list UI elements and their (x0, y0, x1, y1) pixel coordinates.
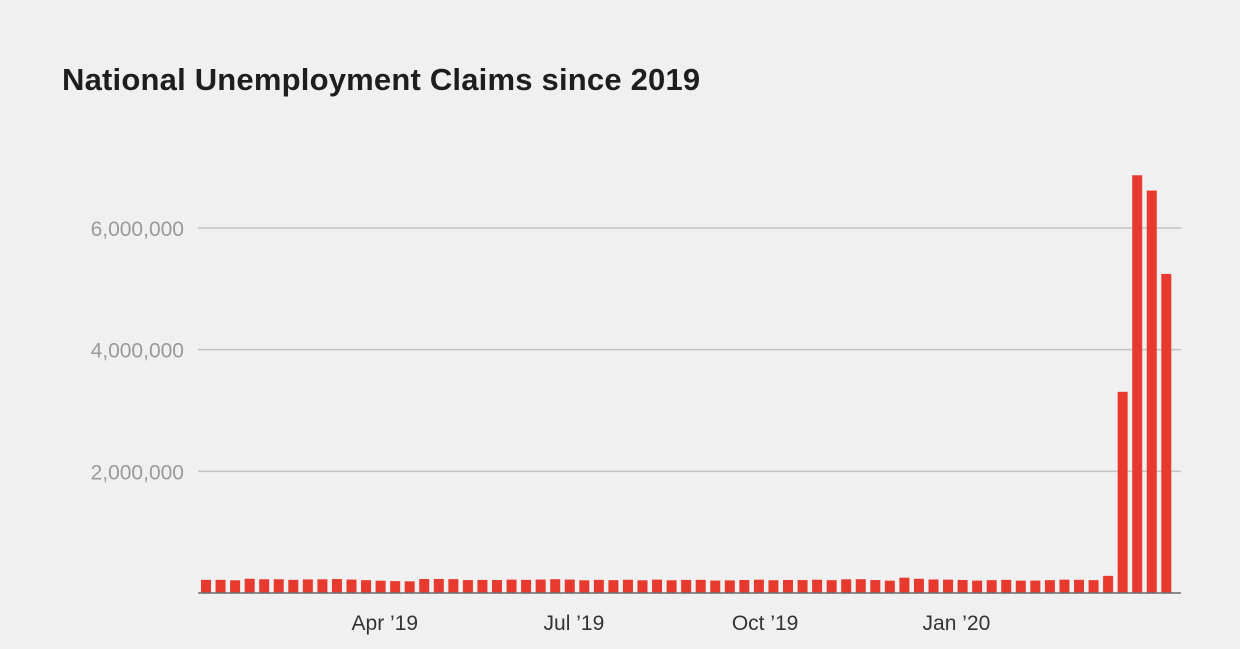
y-axis-tick-labels: 2,000,000 4,000,000 6,000,000 (91, 218, 184, 484)
bar (273, 579, 284, 593)
bar (419, 579, 430, 593)
bar (477, 579, 488, 593)
bar (1001, 579, 1012, 593)
bar (259, 579, 270, 593)
bar (506, 579, 517, 593)
bar (783, 579, 793, 593)
bar (1074, 579, 1084, 593)
bar (550, 579, 561, 593)
bar (1132, 175, 1143, 593)
bars (201, 175, 1172, 593)
bar (841, 579, 852, 593)
bar (302, 579, 313, 593)
bar (622, 579, 633, 593)
bar (390, 581, 401, 593)
bar (972, 580, 983, 593)
bar (710, 580, 721, 593)
x-axis-tick-labels: Apr ’19 Jul ’19 Oct ’19 Jan ’20 (352, 612, 991, 635)
bar (288, 579, 299, 593)
bar (928, 579, 939, 593)
bar (492, 580, 502, 593)
bar (579, 580, 590, 593)
bar (681, 579, 692, 593)
bar (637, 580, 648, 593)
bar (1117, 391, 1128, 593)
y-tick-label: 4,000,000 (91, 340, 184, 363)
bar (666, 580, 677, 593)
bar (1161, 273, 1172, 593)
bar (361, 580, 372, 593)
bar (855, 579, 866, 593)
bar (564, 579, 575, 593)
bar (812, 579, 823, 593)
bar (986, 580, 997, 593)
x-tick-label: Jan ’20 (923, 612, 991, 635)
bar (1059, 579, 1070, 593)
bar (593, 579, 604, 593)
bar (943, 579, 954, 593)
bar (899, 577, 910, 593)
bar (884, 580, 895, 593)
chart-title: National Unemployment Claims since 2019 (62, 62, 701, 97)
bar (317, 579, 328, 593)
bar (957, 579, 968, 593)
bar (826, 580, 837, 593)
bar (724, 580, 735, 593)
bar (608, 580, 619, 593)
y-tick-label: 2,000,000 (91, 461, 184, 484)
bar (1044, 580, 1055, 593)
bar (244, 578, 255, 593)
bar (201, 579, 211, 593)
bar (1146, 190, 1157, 593)
x-tick-label: Jul ’19 (544, 612, 605, 635)
bar (1103, 575, 1114, 593)
bar (695, 579, 706, 593)
bar (739, 580, 750, 593)
y-tick-label: 6,000,000 (91, 218, 184, 241)
bar (230, 580, 241, 593)
bar (652, 579, 663, 593)
bar (753, 579, 764, 593)
bar (1030, 580, 1041, 593)
bar (346, 579, 357, 593)
bar (870, 580, 881, 593)
bar (433, 579, 444, 593)
bar (448, 579, 459, 593)
x-tick-label: Oct ’19 (732, 612, 799, 635)
gridlines (198, 227, 1181, 473)
bar (462, 580, 473, 593)
bar (404, 581, 415, 593)
x-tick-label: Apr ’19 (352, 612, 419, 635)
bar (375, 580, 386, 593)
bar (913, 578, 924, 593)
bar (797, 580, 808, 593)
bar (521, 579, 532, 593)
bar (331, 579, 342, 593)
bar (1088, 580, 1099, 593)
bar (1015, 580, 1026, 593)
bar (768, 580, 779, 593)
bar (535, 579, 546, 593)
bar (215, 579, 226, 593)
